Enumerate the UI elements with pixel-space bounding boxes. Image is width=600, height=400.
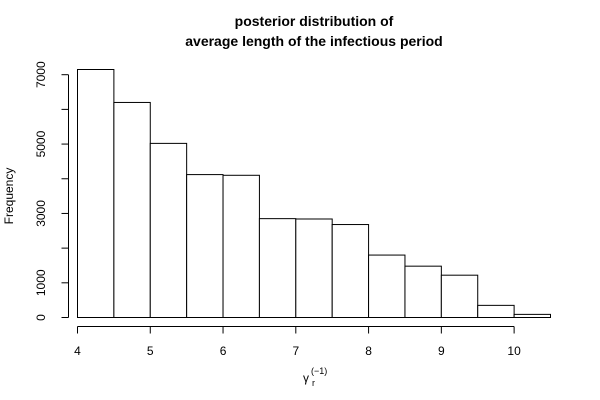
x-axis: 4 5 6 7 8 9 10: [74, 326, 521, 358]
x-axis-title-main: γ: [303, 371, 309, 385]
bars-group: [77, 69, 551, 319]
x-tick-label: 9: [438, 344, 445, 358]
histogram-bar: [368, 254, 406, 319]
y-tick-label: 5000: [34, 130, 48, 157]
y-axis: 0 1000 3000 5000 7000: [34, 61, 69, 321]
histogram-bar: [404, 265, 442, 319]
histogram-bar: [149, 142, 188, 318]
chart-title-line-2: average length of the infectious period: [185, 33, 442, 49]
x-tick-label: 8: [365, 344, 372, 358]
x-axis-title: γ r (−1): [303, 366, 327, 388]
x-tick-label: 10: [507, 344, 521, 358]
y-axis-title: Frequency: [2, 168, 16, 225]
y-tick-label: 0: [34, 314, 48, 321]
x-tick-label: 5: [147, 344, 154, 358]
histogram-bar: [331, 224, 370, 318]
histogram-bar: [77, 69, 115, 318]
histogram-bar: [113, 101, 151, 318]
histogram-bar: [222, 174, 260, 318]
y-tick-label: 7000: [34, 61, 48, 88]
histogram-bar: [186, 174, 224, 318]
histogram-bar: [295, 218, 333, 319]
x-tick-label: 6: [220, 344, 227, 358]
y-tick-label: 3000: [34, 200, 48, 227]
x-tick-label: 4: [74, 344, 81, 358]
x-axis-title-subscript: r: [312, 378, 315, 388]
x-axis-title-superscript: (−1): [311, 366, 327, 376]
histogram-bar: [440, 274, 479, 319]
histogram-bar: [477, 304, 515, 318]
histogram-bar: [258, 218, 297, 318]
histogram-bar: [513, 313, 551, 319]
x-tick-label: 7: [292, 344, 299, 358]
y-tick-label: 1000: [34, 269, 48, 296]
chart-title-line-1: posterior distribution of: [235, 13, 394, 29]
